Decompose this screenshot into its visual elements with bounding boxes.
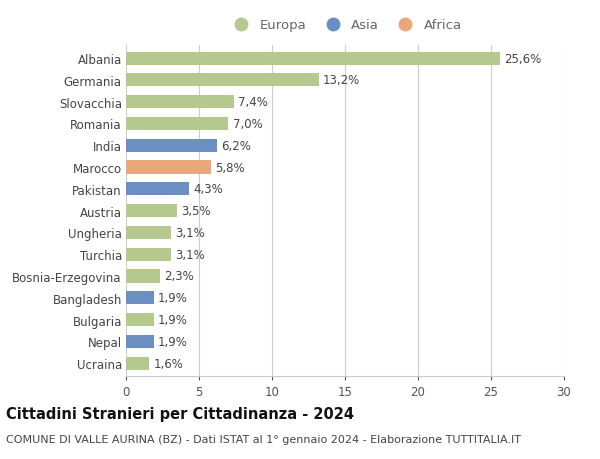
Bar bbox=[126, 205, 177, 218]
Text: 2,3%: 2,3% bbox=[164, 270, 194, 283]
Text: 7,0%: 7,0% bbox=[233, 118, 262, 131]
Bar bbox=[126, 183, 189, 196]
Bar bbox=[126, 161, 211, 174]
Bar bbox=[126, 357, 149, 370]
Text: 25,6%: 25,6% bbox=[504, 52, 541, 66]
Bar bbox=[126, 291, 154, 305]
Bar bbox=[126, 52, 500, 66]
Text: 1,6%: 1,6% bbox=[154, 357, 184, 370]
Bar bbox=[126, 140, 217, 152]
Text: 5,8%: 5,8% bbox=[215, 161, 245, 174]
Text: 7,4%: 7,4% bbox=[238, 96, 268, 109]
Text: COMUNE DI VALLE AURINA (BZ) - Dati ISTAT al 1° gennaio 2024 - Elaborazione TUTTI: COMUNE DI VALLE AURINA (BZ) - Dati ISTAT… bbox=[6, 434, 521, 444]
Bar bbox=[126, 226, 171, 240]
Text: 6,2%: 6,2% bbox=[221, 140, 251, 152]
Text: 1,9%: 1,9% bbox=[158, 291, 188, 305]
Bar bbox=[126, 313, 154, 326]
Text: 3,1%: 3,1% bbox=[176, 226, 205, 239]
Text: Cittadini Stranieri per Cittadinanza - 2024: Cittadini Stranieri per Cittadinanza - 2… bbox=[6, 406, 354, 421]
Text: 1,9%: 1,9% bbox=[158, 313, 188, 326]
Text: 1,9%: 1,9% bbox=[158, 335, 188, 348]
Text: 3,1%: 3,1% bbox=[176, 248, 205, 261]
Legend: Europa, Asia, Africa: Europa, Asia, Africa bbox=[228, 19, 462, 33]
Bar bbox=[126, 96, 234, 109]
Bar bbox=[126, 248, 171, 261]
Text: 3,5%: 3,5% bbox=[181, 205, 211, 218]
Bar bbox=[126, 118, 228, 131]
Bar bbox=[126, 270, 160, 283]
Bar bbox=[126, 74, 319, 87]
Text: 4,3%: 4,3% bbox=[193, 183, 223, 196]
Text: 13,2%: 13,2% bbox=[323, 74, 361, 87]
Bar bbox=[126, 335, 154, 348]
